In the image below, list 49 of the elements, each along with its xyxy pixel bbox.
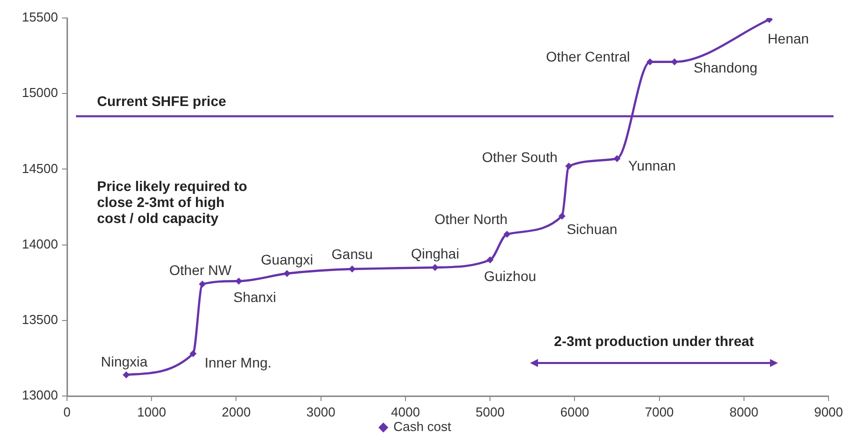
annotation: Guizhou [484,268,536,284]
y-tick-label: 14000 [22,236,58,252]
point [284,270,290,278]
annotation: Gansu [332,246,373,262]
point [565,162,572,170]
annotation: Yunnan [628,157,676,174]
annotation: Henan [768,30,809,46]
annotation: Other North [434,211,508,228]
annotation: Ningxia [100,354,148,370]
x-tick-label: 8000 [729,404,758,420]
annotation: Inner Mng. [204,354,272,371]
point [614,155,620,162]
x-tick-label: 1000 [137,404,166,420]
annotation: Price likely required to close 2-3mt of high cost / old capacity [97,178,248,226]
y-tick-label: 14500 [22,160,58,176]
point [190,350,197,358]
point [486,256,494,264]
legend-label: Cash cost [393,419,452,434]
point [348,265,356,272]
point [646,58,654,66]
annotation: Other Central [546,48,630,65]
point [671,58,678,66]
annotation: Other South [482,149,558,166]
x-tick-label: 9000 [814,404,843,420]
y-tick-label: 13000 [22,388,58,403]
x-tick-label: 5000 [476,404,505,420]
x-tick-label: 6000 [560,404,590,420]
y-tick-label: 15500 [22,10,58,25]
x-tick-label: 3000 [306,404,336,420]
annotation: Shandong [694,60,758,76]
annotation: Qinghai [410,245,460,262]
x-tick-label: 4000 [391,404,420,420]
point [198,280,206,288]
point [558,212,566,220]
x-tick-label: 2000 [222,404,251,420]
point [235,278,242,285]
annotation: Shanxi [233,288,276,305]
y-tick-label: 15000 [22,85,58,100]
annotation: Other NW [169,262,232,278]
point [766,18,773,24]
point [122,371,130,378]
x-tick-label: 0 [63,404,71,420]
ref-line-label: Current SHFE price [97,93,226,110]
annotation: Guangxi [260,251,314,268]
annotation: 2-3mt production under threat [553,333,755,349]
point [504,230,510,238]
x-tick-label: 7000 [644,404,674,420]
annotation: Sichuan [566,220,618,237]
y-tick-label: 13500 [22,312,58,327]
